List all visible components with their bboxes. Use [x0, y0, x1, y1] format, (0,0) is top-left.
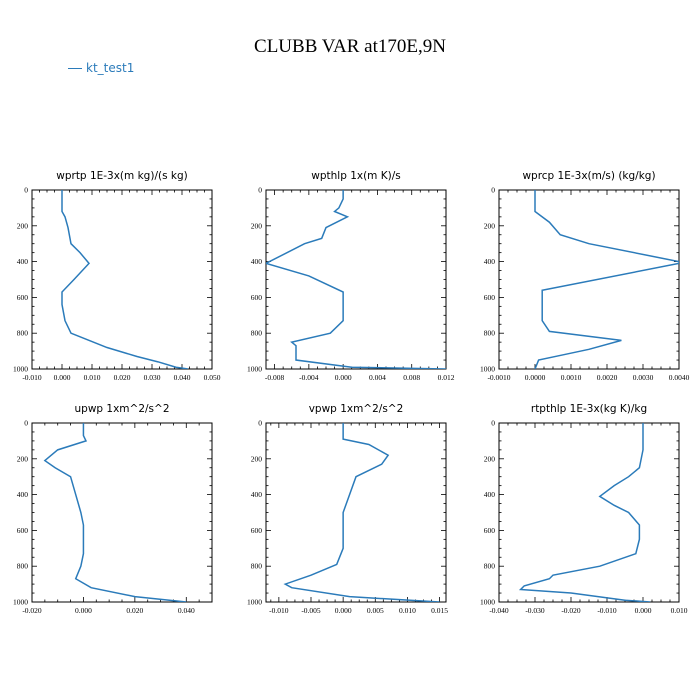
x-tick-label: 0.040 — [178, 606, 195, 615]
y-tick-label: 400 — [484, 257, 496, 266]
panel-3: wprcp 1E-3x(m/s) (kg/kg) 0 200 400 600 800 100… — [480, 170, 690, 382]
x-tick-label: -0.030 — [525, 606, 545, 615]
y-tick-label: 800 — [17, 329, 29, 338]
y-tick-label: 800 — [484, 329, 496, 338]
x-tick-label: -0.010 — [269, 606, 289, 615]
x-tick-label: 0.010 — [671, 606, 688, 615]
x-tick-label: 0.0010 — [561, 373, 582, 382]
y-tick-label: 400 — [17, 490, 29, 499]
x-tick-label: -0.004 — [299, 373, 319, 382]
y-tick-label: 0 — [24, 186, 28, 195]
panel-title: wprcp 1E-3x(m/s) (kg/kg) — [522, 170, 655, 182]
x-tick-label: 0.008 — [403, 373, 420, 382]
y-tick-label: 1000 — [480, 365, 495, 374]
x-tick-label: 0.004 — [369, 373, 386, 382]
y-tick-label: 800 — [484, 562, 496, 571]
y-tick-label: 200 — [484, 454, 496, 463]
y-tick-label: 1000 — [247, 365, 262, 374]
x-tick-label: -0.040 — [489, 606, 509, 615]
x-tick-label: -0.005 — [301, 606, 321, 615]
panel-title: rtpthlp 1E-3x(kg K)/kg — [531, 403, 647, 415]
y-tick-label: 600 — [484, 526, 496, 535]
y-tick-label: 200 — [251, 454, 263, 463]
x-tick-label: 0.040 — [174, 373, 191, 382]
x-tick-label: -0.010 — [597, 606, 617, 615]
y-tick-label: 600 — [17, 293, 29, 302]
panel-frame — [265, 422, 447, 603]
x-tick-label: 0.000 — [635, 606, 652, 615]
y-tick-label: 600 — [484, 293, 496, 302]
series-line — [61, 190, 189, 369]
series-line — [534, 190, 679, 369]
x-tick-label: 0.012 — [438, 373, 455, 382]
y-tick-label: 200 — [17, 221, 29, 230]
y-tick-label: 400 — [251, 257, 263, 266]
y-tick-label: 0 — [258, 186, 262, 195]
x-tick-label: 0.005 — [367, 606, 384, 615]
panel-1: wprtp 1E-3x(m kg)/(s kg) 0 200 400 600 800 100… — [13, 170, 221, 382]
panel-2: wpthlp 1x(m K)/s 0 200 400 600 800 1000-0.008 -… — [247, 170, 455, 382]
legend: kt_test1 — [68, 61, 134, 75]
panel-6: rtpthlp 1E-3x(kg K)/kg02004006008001000-… — [480, 403, 688, 615]
series-line — [43, 423, 187, 602]
y-tick-label: 800 — [251, 329, 263, 338]
y-tick-label: 600 — [251, 526, 263, 535]
series-line — [518, 423, 651, 602]
y-tick-label: 800 — [17, 562, 29, 571]
y-tick-label: 1000 — [13, 598, 28, 607]
y-tick-label: 1000 — [13, 365, 28, 374]
x-tick-label: 0.000 — [335, 373, 352, 382]
panel-title: upwp 1xm^2/s^2 — [75, 403, 170, 415]
x-tick-label: 0.000 — [335, 606, 352, 615]
y-tick-label: 400 — [17, 257, 29, 266]
y-tick-label: 800 — [251, 562, 263, 571]
panel-title: wpthlp 1x(m K)/s — [311, 170, 401, 182]
y-tick-label: 400 — [484, 490, 496, 499]
y-tick-label: 600 — [17, 526, 29, 535]
panel-frame — [31, 189, 213, 370]
panel-title: wprtp 1E-3x(m kg)/(s kg) — [56, 170, 187, 182]
x-tick-label: 0.030 — [144, 373, 161, 382]
x-tick-label: 0.010 — [399, 606, 416, 615]
x-tick-label: -0.008 — [265, 373, 285, 382]
x-tick-label: -0.010 — [22, 373, 42, 382]
x-tick-label: 0.015 — [431, 606, 448, 615]
x-tick-label: 0.020 — [114, 373, 131, 382]
panel-frame — [498, 422, 680, 603]
series-line — [283, 423, 440, 602]
series-line — [266, 190, 446, 369]
x-tick-label: 0.010 — [84, 373, 101, 382]
x-tick-label: -0.020 — [561, 606, 581, 615]
x-tick-label: -0.020 — [22, 606, 42, 615]
legend-label: kt_test1 — [86, 61, 135, 75]
panel-title: vpwp 1xm^2/s^2 — [309, 403, 404, 415]
x-tick-label: 0.0020 — [597, 373, 618, 382]
panel-4: upwp 1xm^2/s^2 0 200 400 600 800 1000-0.020 0.0… — [13, 403, 213, 615]
y-tick-label: 0 — [491, 419, 495, 428]
x-tick-label: -0.0010 — [487, 373, 510, 382]
panel-5: vpwp 1xm^2/s^2 0 200 400 600 800 1000 -0.010 -0.… — [247, 403, 448, 615]
y-tick-label: 1000 — [480, 598, 495, 607]
panel-frame — [498, 189, 680, 370]
x-tick-label: 0.000 — [75, 606, 92, 615]
x-tick-label: 0.0040 — [669, 373, 690, 382]
y-tick-label: 400 — [251, 490, 263, 499]
y-tick-label: 200 — [17, 454, 29, 463]
y-tick-label: 600 — [251, 293, 263, 302]
page-title: CLUBB VAR at170E,9N — [254, 36, 446, 57]
x-tick-label: 0.050 — [204, 373, 221, 382]
y-tick-label: 0 — [491, 186, 495, 195]
x-tick-label: 0.0030 — [633, 373, 654, 382]
y-tick-label: 200 — [251, 221, 263, 230]
y-tick-label: 0 — [258, 419, 262, 428]
x-tick-label: 0.020 — [126, 606, 143, 615]
y-tick-label: 200 — [484, 221, 496, 230]
x-tick-label: 0.000 — [54, 373, 71, 382]
y-tick-label: 0 — [24, 419, 28, 428]
x-tick-label: 0.0000 — [525, 373, 546, 382]
legend-line-swatch — [68, 67, 82, 69]
y-tick-label: 1000 — [247, 598, 262, 607]
